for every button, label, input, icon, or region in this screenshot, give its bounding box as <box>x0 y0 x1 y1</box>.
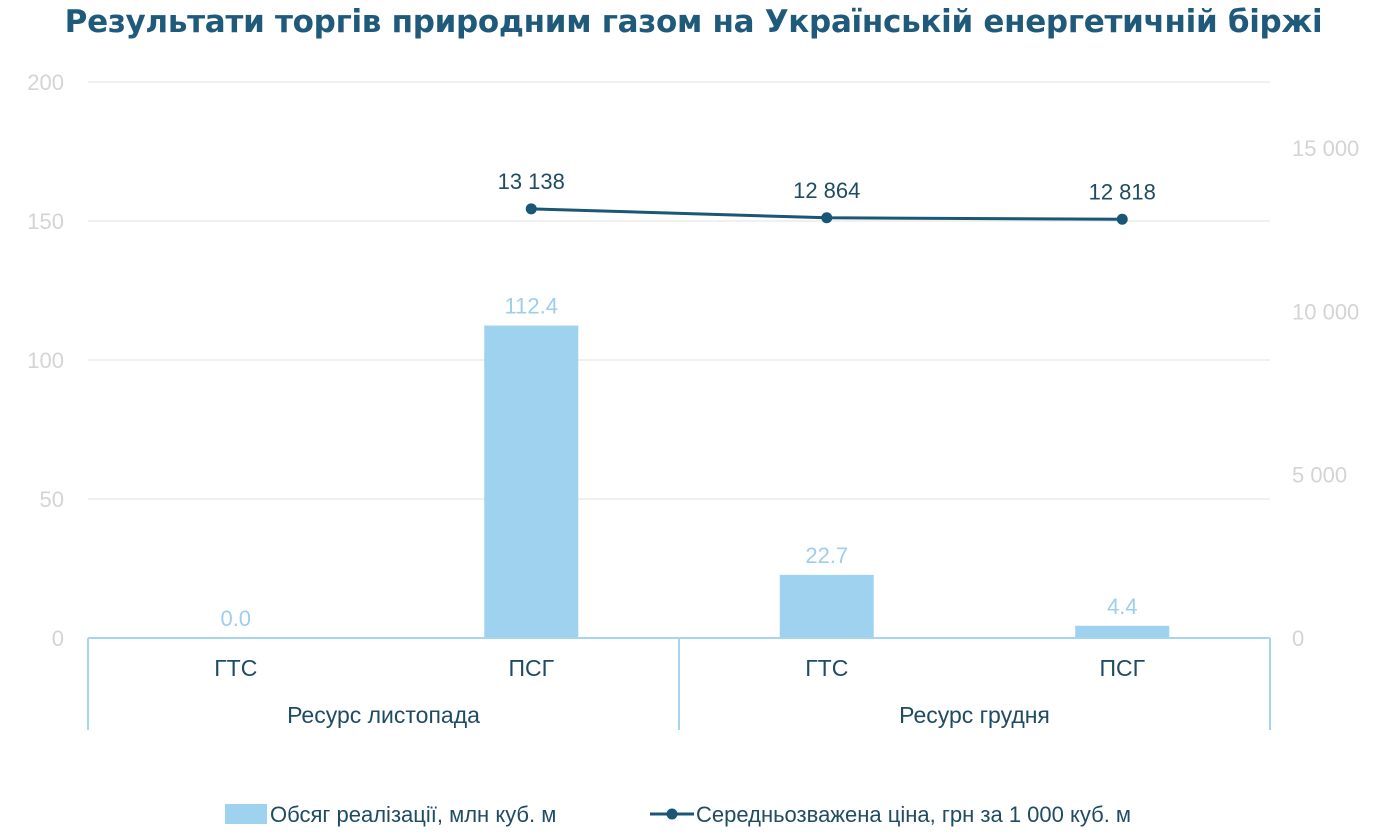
x-category-label: ГТС <box>214 655 257 681</box>
y-left-tick-label: 0 <box>52 626 64 651</box>
y-right-tick-label: 10 000 <box>1292 299 1359 324</box>
y-left-tick-label: 200 <box>27 70 64 95</box>
chart-title: Результати торгів природним газом на Укр… <box>64 4 1323 40</box>
price-marker <box>525 203 537 215</box>
price-marker <box>1116 213 1128 225</box>
bar-data-label: 4.4 <box>1107 594 1138 619</box>
price-data-label: 12 864 <box>793 178 860 203</box>
legend-bar-swatch <box>225 804 267 824</box>
bar <box>1075 625 1170 638</box>
y-left-tick-label: 50 <box>40 487 64 512</box>
bar <box>484 325 579 638</box>
price-data-label: 12 818 <box>1089 179 1156 204</box>
legend-line-marker <box>666 808 678 820</box>
y-left-tick-label: 150 <box>27 209 64 234</box>
bar-data-label: 112.4 <box>505 294 558 319</box>
legend-bar-label: Обсяг реалізації, млн куб. м <box>270 802 556 827</box>
x-group-label: Ресурс листопада <box>287 702 480 728</box>
price-marker <box>821 212 833 224</box>
y-right-tick-label: 5 000 <box>1292 463 1347 488</box>
x-group-label: Ресурс грудня <box>899 702 1050 728</box>
legend-line-label: Середньозважена ціна, грн за 1 000 куб. … <box>696 802 1131 827</box>
y-right-tick-label: 15 000 <box>1292 136 1359 161</box>
price-data-label: 13 138 <box>498 169 565 194</box>
x-category-label: ПСГ <box>1099 655 1145 681</box>
bar <box>779 574 874 638</box>
y-right-tick-label: 0 <box>1292 626 1304 651</box>
x-category-label: ГТС <box>805 655 848 681</box>
bar-data-label: 22.7 <box>805 543 848 568</box>
x-category-label: ПСГ <box>508 655 554 681</box>
bar-data-label: 0.0 <box>220 606 251 631</box>
y-left-tick-label: 100 <box>27 348 64 373</box>
